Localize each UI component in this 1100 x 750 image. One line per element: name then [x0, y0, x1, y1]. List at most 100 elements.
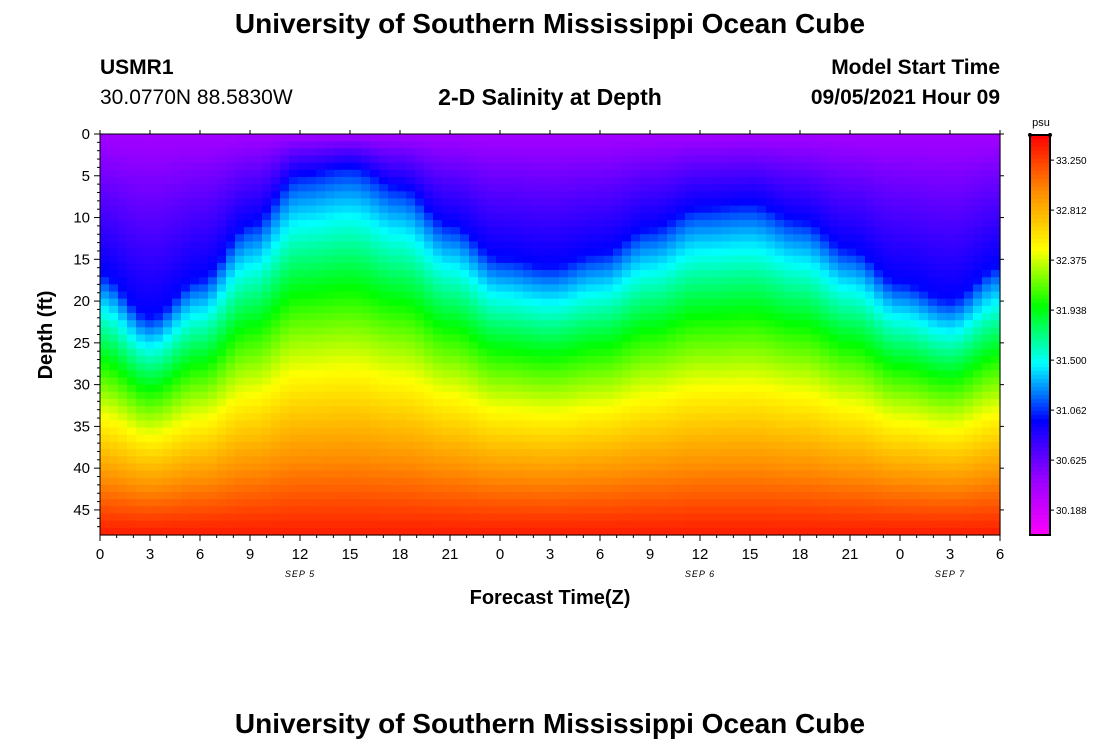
heatmap-cell: [433, 341, 443, 350]
heatmap-cell: [217, 148, 227, 157]
heatmap-cell: [793, 420, 803, 429]
heatmap-cell: [829, 219, 839, 228]
heatmap-cell: [325, 155, 335, 164]
heatmap-cell: [559, 162, 569, 171]
heatmap-cell: [226, 234, 236, 243]
heatmap-cell: [262, 184, 272, 192]
heatmap-cell: [838, 184, 848, 192]
heatmap-cell: [199, 327, 209, 336]
heatmap-cell: [127, 234, 137, 243]
heatmap-cell: [343, 198, 353, 207]
heatmap-cell: [730, 184, 740, 192]
heatmap-cell: [325, 313, 335, 321]
heatmap-cell: [460, 406, 470, 414]
heatmap-cell: [469, 148, 479, 157]
heatmap-cell: [379, 406, 389, 414]
heatmap-cell: [505, 305, 515, 314]
heatmap-cell: [748, 313, 758, 321]
heatmap-cell: [433, 169, 443, 178]
heatmap-cell: [847, 391, 857, 400]
heatmap-cell: [811, 134, 821, 142]
heatmap-cell: [154, 255, 164, 264]
heatmap-cell: [235, 205, 245, 214]
heatmap-cell: [109, 499, 119, 507]
heatmap-cell: [748, 398, 758, 407]
heatmap-cell: [739, 270, 749, 278]
heatmap-cell: [424, 363, 434, 371]
heatmap-cell: [190, 241, 200, 250]
heatmap-cell: [658, 484, 668, 493]
heatmap-cell: [352, 513, 362, 522]
heatmap-cell: [568, 169, 578, 178]
heatmap-cell: [316, 327, 326, 336]
heatmap-cell: [775, 363, 785, 371]
heatmap-cell: [136, 305, 146, 314]
heatmap-cell: [496, 313, 506, 321]
heatmap-cell: [793, 384, 803, 393]
heatmap-cell: [856, 363, 866, 371]
heatmap-cell: [631, 262, 641, 271]
heatmap-cell: [739, 169, 749, 178]
heatmap-cell: [604, 191, 614, 200]
heatmap-cell: [622, 148, 632, 157]
heatmap-cell: [172, 148, 182, 157]
heatmap-cell: [145, 527, 155, 536]
heatmap-cell: [856, 441, 866, 450]
heatmap-cell: [892, 527, 902, 536]
heatmap-cell: [622, 313, 632, 321]
heatmap-cell: [703, 377, 713, 386]
heatmap-cell: [721, 134, 731, 142]
heatmap-cell: [271, 420, 281, 429]
heatmap-cell: [820, 384, 830, 393]
heatmap-cell: [262, 470, 272, 479]
heatmap-cell: [712, 219, 722, 228]
heatmap-cell: [514, 334, 524, 343]
heatmap-cell: [802, 148, 812, 157]
heatmap-cell: [136, 434, 146, 443]
heatmap-cell: [208, 162, 218, 171]
heatmap-cell: [316, 298, 326, 307]
heatmap-cell: [361, 212, 371, 221]
heatmap-cell: [703, 291, 713, 300]
heatmap-cell: [739, 441, 749, 450]
heatmap-cell: [217, 384, 227, 393]
heatmap-cell: [172, 334, 182, 343]
heatmap-cell: [442, 298, 452, 307]
heatmap-cell: [343, 191, 353, 200]
heatmap-cell: [694, 513, 704, 522]
heatmap-cell: [748, 141, 758, 149]
heatmap-cell: [379, 355, 389, 364]
heatmap-cell: [280, 406, 290, 414]
heatmap-cell: [532, 327, 542, 336]
heatmap-cell: [190, 227, 200, 235]
heatmap-cell: [253, 341, 263, 350]
heatmap-cell: [838, 198, 848, 207]
heatmap-cell: [334, 255, 344, 264]
heatmap-cell: [136, 406, 146, 414]
heatmap-cell: [460, 341, 470, 350]
heatmap-cell: [379, 427, 389, 436]
heatmap-cell: [316, 176, 326, 185]
heatmap-cell: [568, 370, 578, 379]
heatmap-cell: [316, 155, 326, 164]
heatmap-cell: [136, 348, 146, 357]
heatmap-cell: [541, 255, 551, 264]
heatmap-cell: [883, 184, 893, 192]
heatmap-cell: [379, 205, 389, 214]
heatmap-cell: [325, 320, 335, 328]
heatmap-cell: [487, 420, 497, 429]
heatmap-cell: [829, 413, 839, 422]
heatmap-cell: [469, 492, 479, 500]
heatmap-cell: [883, 470, 893, 479]
heatmap-cell: [901, 176, 911, 185]
heatmap-cell: [883, 162, 893, 171]
heatmap-cell: [586, 456, 596, 464]
heatmap-cell: [631, 169, 641, 178]
heatmap-cell: [757, 198, 767, 207]
heatmap-cell: [703, 155, 713, 164]
heatmap-cell: [352, 348, 362, 357]
heatmap-cell: [676, 513, 686, 522]
heatmap-cell: [838, 291, 848, 300]
heatmap-cell: [721, 241, 731, 250]
heatmap-cell: [658, 434, 668, 443]
